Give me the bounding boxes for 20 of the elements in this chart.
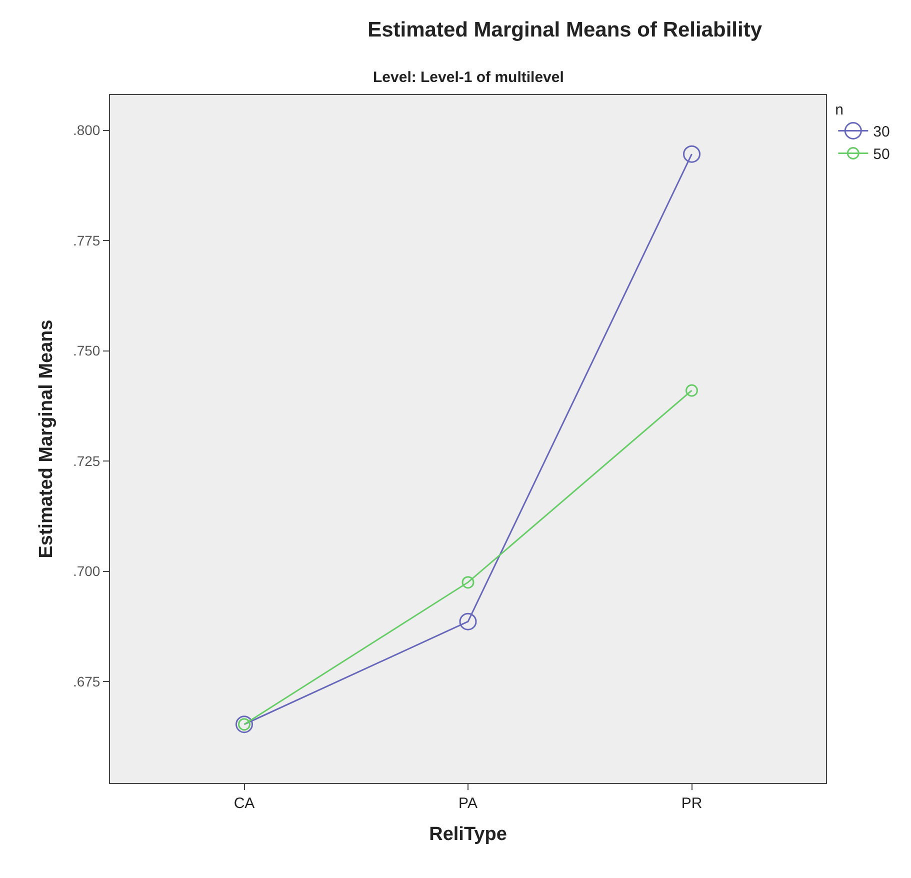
chart-subtitle: Level: Level-1 of multilevel bbox=[373, 69, 564, 86]
y-tick-label: .775 bbox=[72, 232, 100, 248]
y-tick-label: .725 bbox=[72, 452, 100, 469]
y-tick-label: .700 bbox=[72, 563, 100, 580]
legend-label: 50 bbox=[873, 146, 890, 164]
x-tick-label: PR bbox=[681, 795, 702, 812]
y-tick-label: .675 bbox=[72, 673, 100, 690]
point bbox=[462, 576, 474, 589]
legend-title: n bbox=[835, 102, 844, 118]
point bbox=[683, 145, 700, 163]
chart-title: Estimated Marginal Means of Reliability bbox=[368, 18, 762, 42]
x-tick-label: PA bbox=[458, 795, 478, 812]
y-tick-label: .800 bbox=[72, 122, 100, 138]
point bbox=[686, 384, 698, 397]
point bbox=[459, 612, 477, 630]
x-axis-title: ReliType bbox=[429, 824, 507, 845]
y-axis-title: Estimated Marginal Means bbox=[36, 320, 57, 558]
legend-label: 30 bbox=[873, 124, 890, 141]
y-tick-label: .750 bbox=[72, 342, 100, 359]
x-tick-label: CA bbox=[234, 795, 255, 812]
